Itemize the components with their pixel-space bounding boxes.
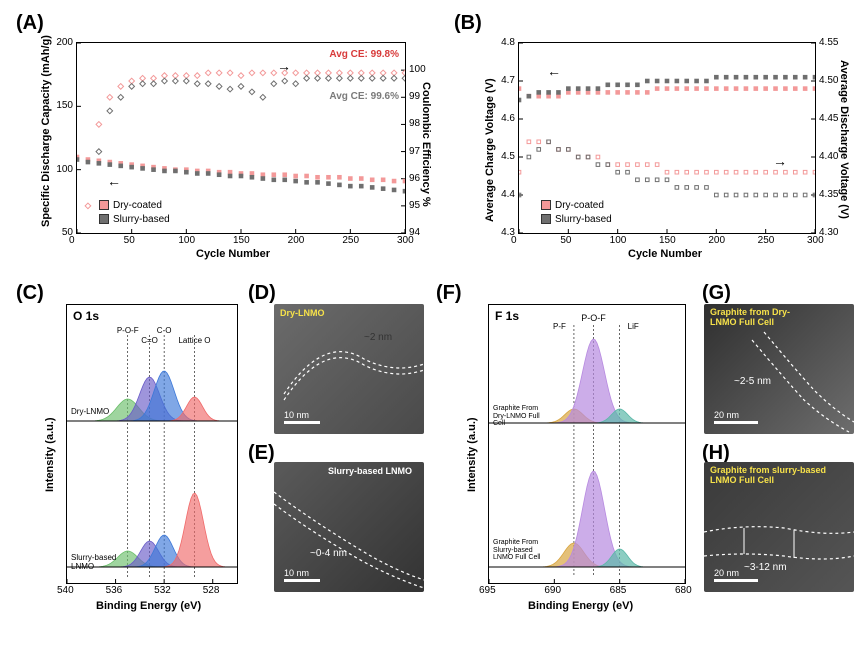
- svg-text:LiF: LiF: [628, 322, 639, 331]
- panel-d-note: ~2 nm: [364, 332, 392, 343]
- panel-label-e: (E): [248, 442, 275, 465]
- scalebar-label: 20 nm: [714, 568, 739, 578]
- panel-g-note: ~2-5 nm: [734, 376, 771, 387]
- trace-name-2: Slurry-based LNMO: [71, 553, 131, 571]
- panel-b-xlabel: Cycle Number: [628, 248, 702, 260]
- scalebar-label: 10 nm: [284, 568, 309, 578]
- panel-f-title: F 1s: [495, 309, 519, 323]
- panel-a-plot: ← → Avg CE: 99.8% Avg CE: 99.6% Dry-coat…: [76, 42, 406, 234]
- panel-c-plot: P-O-FC=OC-O Lattice O O 1s Dry-LNMO Slurr…: [66, 304, 238, 584]
- panel-a-xlabel: Cycle Number: [196, 248, 270, 260]
- panel-a-ylabel-left: Specific Discharge Capacity (mAh/g): [40, 35, 52, 227]
- panel-d-image: Dry-LNMO ~2 nm 10 nm: [274, 304, 424, 434]
- trace-name-2: Graphite From Slurry-based LNMO Full Cel…: [493, 539, 553, 562]
- svg-text:P-O-F: P-O-F: [117, 326, 139, 335]
- svg-text:C-O: C-O: [157, 326, 172, 335]
- arrow-right-icon: →: [773, 153, 787, 169]
- panel-g-image: Graphite from Dry-LNMO Full Cell ~2-5 nm…: [704, 304, 854, 434]
- panel-label-a: (A): [16, 12, 44, 35]
- panel-b-plot: ← → Dry-coated Slurry-based 050100150200…: [518, 42, 816, 234]
- avg-ce-slurry: Avg CE: 99.6%: [329, 91, 399, 102]
- svg-text:P-O-F: P-O-F: [581, 313, 606, 323]
- panel-b-ylabel-left: Average Charge Voltage (V): [484, 78, 496, 222]
- panel-label-c: (C): [16, 282, 44, 305]
- avg-ce-dry: Avg CE: 99.8%: [329, 49, 399, 60]
- trace-name-1: Dry-LNMO: [71, 407, 109, 416]
- panel-f-plot: P-F P-O-F LiF F 1s Graphite From Dry-LNMO …: [488, 304, 686, 584]
- arrow-left-icon: ←: [107, 173, 121, 189]
- arrow-left-icon: ←: [547, 63, 561, 79]
- panel-label-f: (F): [436, 282, 462, 305]
- svg-text:C=O: C=O: [141, 336, 158, 345]
- panel-b-ylabel-right: Average Discharge Voltage (V): [838, 60, 850, 219]
- panel-b-legend: Dry-coated Slurry-based: [541, 199, 612, 227]
- panel-f-ylabel: Intensity (a.u.): [466, 417, 478, 492]
- panel-h-image: Graphite from slurry-based LNMO Full Cel…: [704, 462, 854, 592]
- svg-text:Lattice O: Lattice O: [178, 336, 210, 345]
- panel-label-b: (B): [454, 12, 482, 35]
- panel-a-ylabel-right: Coulombic Efficiency %: [420, 82, 432, 207]
- scalebar: [714, 421, 758, 424]
- panel-e-note: ~0-4 nm: [310, 548, 347, 559]
- scalebar-label: 10 nm: [284, 410, 309, 420]
- panel-c-xlabel: Binding Energy (eV): [96, 600, 201, 612]
- arrow-right-icon: →: [277, 58, 291, 74]
- panel-h-note: ~3-12 nm: [744, 562, 787, 573]
- panel-a-legend: Dry-coated Slurry-based: [99, 199, 170, 227]
- scalebar-label: 20 nm: [714, 410, 739, 420]
- figure-root: (A) (B) (C) (D) (E) (F) (G) (H) ← → Avg …: [12, 12, 854, 636]
- svg-text:P-F: P-F: [553, 322, 566, 331]
- scalebar: [284, 579, 320, 582]
- scalebar: [714, 579, 758, 582]
- panel-label-g: (G): [702, 282, 731, 305]
- panel-e-image: Slurry-based LNMO ~0-4 nm 10 nm: [274, 462, 424, 592]
- panel-label-d: (D): [248, 282, 276, 305]
- panel-c-svg: P-O-FC=OC-O Lattice O: [67, 305, 237, 583]
- panel-c-title: O 1s: [73, 309, 99, 323]
- panel-c-ylabel: Intensity (a.u.): [44, 417, 56, 492]
- panel-f-xlabel: Binding Energy (eV): [528, 600, 633, 612]
- trace-name-1: Graphite From Dry-LNMO Full Cell: [493, 405, 549, 428]
- scalebar: [284, 421, 320, 424]
